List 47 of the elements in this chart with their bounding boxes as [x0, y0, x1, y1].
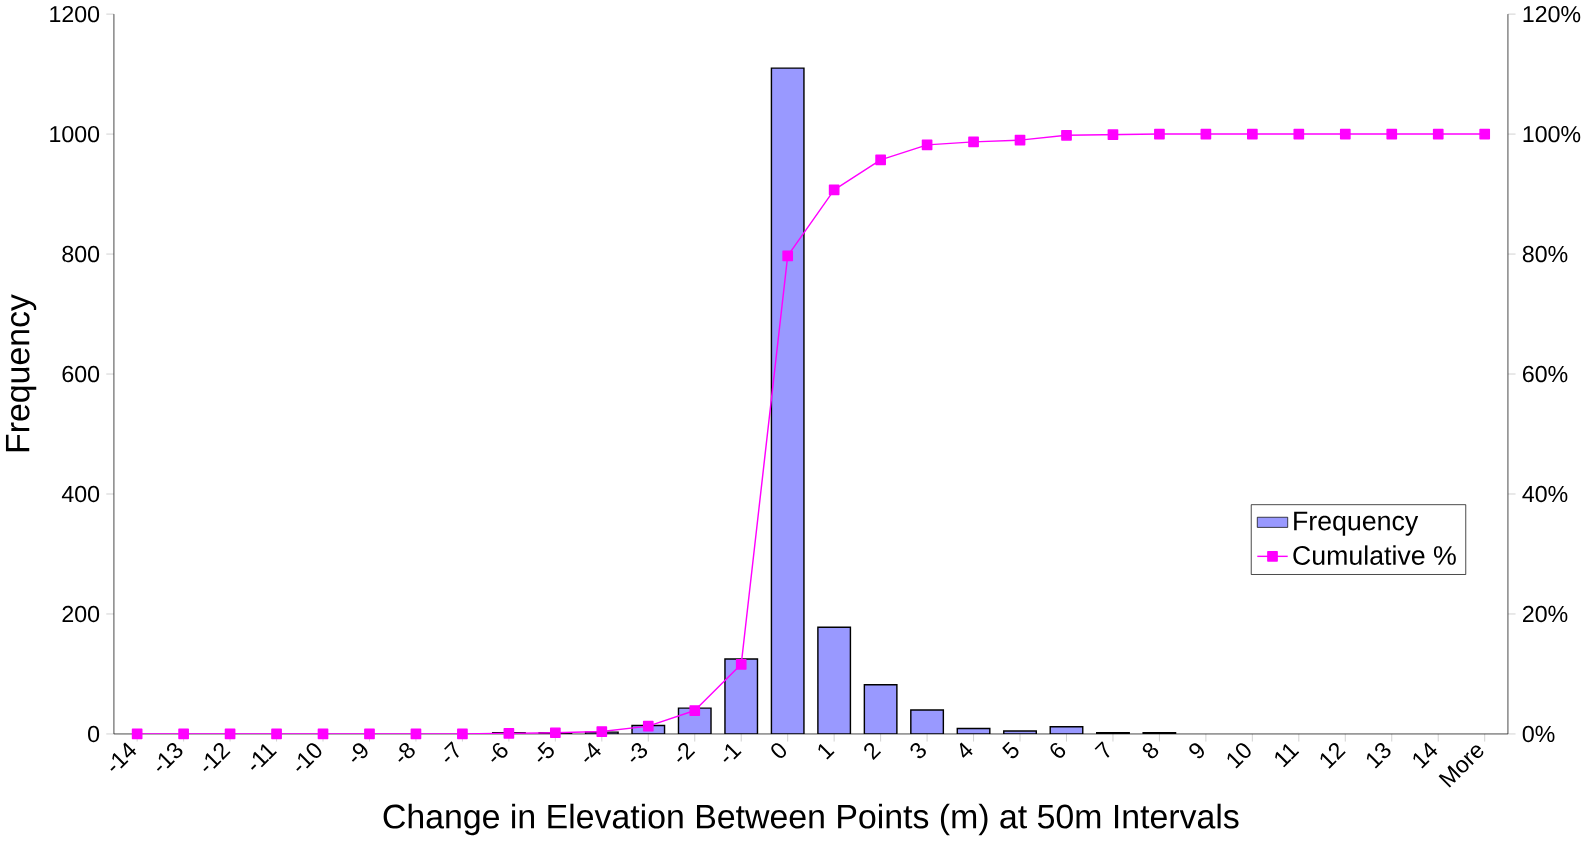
- y-tick-label: 600: [62, 365, 100, 383]
- x-tick-label: 5: [1002, 741, 1019, 759]
- x-tick-label: 11: [1275, 743, 1300, 768]
- x-tick-label: -4: [584, 742, 601, 762]
- x-tick-label: 1: [818, 743, 835, 760]
- y-axis-title: Frequency: [5, 294, 37, 452]
- y-tick-label: 200: [62, 605, 100, 623]
- y2-tick-label: 80%: [1522, 245, 1568, 263]
- x-tick-label: -9: [351, 743, 368, 762]
- x-tick-label: -11: [251, 743, 277, 770]
- y2-tick-label: 0%: [1522, 725, 1555, 743]
- y-tick-label: 1000: [50, 125, 100, 143]
- y2-tick-label: 20%: [1523, 605, 1568, 623]
- x-tick-label: -12: [203, 742, 231, 771]
- y2-tick-label: 60%: [1523, 365, 1568, 383]
- x-tick-label: 4: [959, 742, 973, 758]
- x-tick-label: -7: [444, 741, 459, 762]
- legend-label: Frequency: [1294, 511, 1419, 536]
- x-tick-label: -2: [677, 742, 696, 762]
- y-tick-label: 1200: [50, 5, 100, 23]
- x-tick-label: -1: [723, 743, 742, 762]
- x-tick-label: 8: [1142, 742, 1159, 759]
- legend-label: Cumulative %: [1293, 545, 1456, 565]
- x-tick-label: 13: [1366, 742, 1391, 769]
- x-tick-label: 10: [1227, 743, 1251, 769]
- x-tick-label: -5: [537, 741, 554, 762]
- y-tick-label: 400: [61, 485, 100, 503]
- x-tick-label: -10: [296, 743, 322, 771]
- x-tick-label: 14: [1413, 742, 1438, 769]
- y-tick-label: 0: [88, 725, 100, 743]
- x-tick-label: -13: [156, 742, 183, 771]
- x-tick-label: 6: [1050, 742, 1066, 758]
- y2-tick-label: 100%: [1523, 125, 1581, 143]
- x-tick-label: -14: [110, 742, 137, 771]
- x-tick-label: -8: [398, 742, 415, 762]
- x-tick-label: 9: [1189, 743, 1204, 759]
- x-tick-label: 7: [1094, 741, 1110, 758]
- x-tick-label: -3: [630, 742, 648, 762]
- x-tick-label: 0: [771, 743, 787, 758]
- x-tick-label: 12: [1320, 742, 1346, 769]
- y2-tick-label: 120%: [1523, 5, 1581, 23]
- x-axis-title: Change in Elevation Between Points (m) at 50m Intervals: [383, 803, 1239, 836]
- x-tick-label: 2: [864, 742, 882, 760]
- x-tick-label: 3: [910, 742, 926, 759]
- x-tick-label: -6: [491, 742, 508, 762]
- y2-tick-label: 40%: [1522, 485, 1568, 503]
- y-tick-label: 800: [62, 245, 100, 263]
